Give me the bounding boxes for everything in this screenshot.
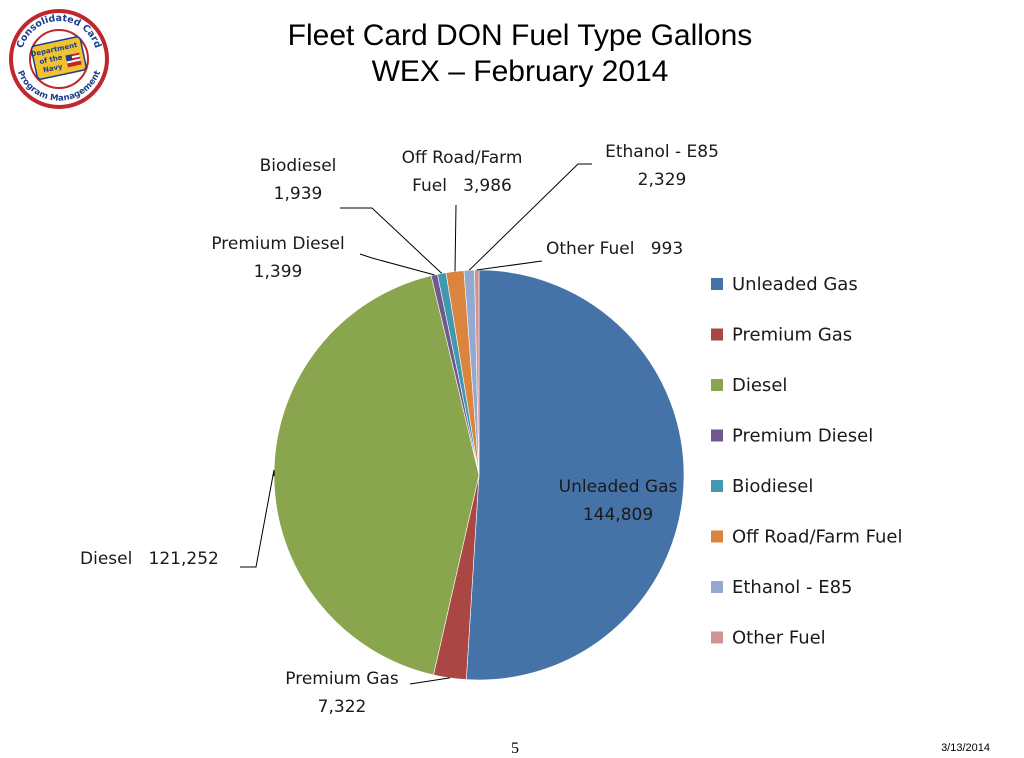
legend-swatch-ethanol-e85: [711, 581, 723, 593]
data-label-ethanol-e85: Ethanol - E85: [605, 142, 719, 162]
leader-line-off-road-farm-fuel: [454, 204, 457, 272]
legend-label-biodiesel: Biodiesel: [732, 476, 813, 497]
leader-line-biodiesel: [340, 207, 443, 274]
leader-line-premium-gas: [409, 677, 450, 685]
data-label-biodiesel-line2: 1,939: [274, 184, 323, 204]
legend-swatch-off-road-farm-fuel: [711, 530, 723, 543]
slide-date: 3/13/2014: [941, 742, 990, 754]
data-label-diesel: Diesel 121,252: [80, 549, 219, 569]
legend-label-off-road-farm-fuel: Off Road/Farm Fuel: [732, 527, 902, 548]
legend-label-ethanol-e85: Ethanol - E85: [732, 577, 853, 598]
data-label-other-fuel: Other Fuel 993: [546, 239, 683, 259]
legend-label-premium-diesel: Premium Diesel: [732, 426, 873, 447]
data-label-premium-gas-line2: 7,322: [318, 697, 367, 717]
legend-swatch-unleaded-gas: [711, 278, 723, 290]
data-label-ethanol-e85-line2: 2,329: [638, 170, 687, 190]
data-label-unleaded-gas: Unleaded Gas: [559, 477, 678, 497]
slide-title: Fleet Card DON Fuel Type Gallons WEX – F…: [220, 18, 820, 90]
legend-label-other-fuel: Other Fuel: [732, 628, 826, 649]
legend-swatch-premium-diesel: [711, 429, 723, 442]
legend-label-diesel: Diesel: [732, 375, 787, 396]
legend-swatch-diesel: [711, 379, 723, 391]
legend-swatch-other-fuel: [711, 631, 723, 644]
data-label-biodiesel: Biodiesel: [260, 156, 337, 176]
slide-page-number: 5: [511, 740, 519, 757]
legend-swatch-biodiesel: [711, 480, 723, 492]
data-label-off-road-farm-fuel-line2: Fuel 3,986: [412, 176, 512, 196]
leader-line-other-fuel: [476, 260, 543, 271]
legend-swatch-premium-gas: [711, 328, 723, 341]
data-label-premium-gas: Premium Gas: [285, 669, 399, 689]
data-label-premium-diesel: Premium Diesel: [211, 234, 344, 254]
pie-slice-unleaded-gas: [466, 269, 685, 681]
legend-label-premium-gas: Premium Gas: [732, 325, 852, 346]
consolidated-card-logo: Consolidated Card Program Management Dep…: [9, 9, 109, 109]
leader-line-premium-diesel: [359, 253, 435, 276]
leader-line-ethanol-e85: [468, 163, 592, 271]
data-label-off-road-farm-fuel: Off Road/Farm: [402, 148, 523, 168]
slide-title-line2: WEX – February 2014: [371, 55, 669, 88]
leader-line-diesel: [240, 469, 275, 568]
logo-badge: Department of the Navy: [30, 36, 87, 80]
data-label-unleaded-gas-line2: 144,809: [583, 505, 653, 525]
data-label-premium-diesel-line2: 1,399: [254, 262, 303, 282]
legend-label-unleaded-gas: Unleaded Gas: [732, 274, 858, 295]
slide-title-line1: Fleet Card DON Fuel Type Gallons: [287, 19, 753, 52]
